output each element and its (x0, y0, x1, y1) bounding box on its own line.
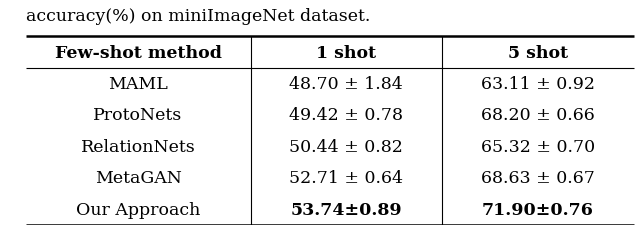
Text: 68.20 ± 0.66: 68.20 ± 0.66 (481, 107, 595, 124)
Text: MAML: MAML (108, 76, 168, 92)
Text: 5 shot: 5 shot (508, 44, 568, 61)
Text: RelationNets: RelationNets (81, 138, 195, 155)
Text: 71.90±0.76: 71.90±0.76 (482, 201, 594, 218)
Text: Our Approach: Our Approach (76, 201, 200, 218)
Text: 50.44 ± 0.82: 50.44 ± 0.82 (289, 138, 403, 155)
Text: 53.74±0.89: 53.74±0.89 (291, 201, 402, 218)
Text: 48.70 ± 1.84: 48.70 ± 1.84 (289, 76, 403, 92)
Text: Few-shot method: Few-shot method (54, 44, 221, 61)
Text: 49.42 ± 0.78: 49.42 ± 0.78 (289, 107, 403, 124)
Text: 65.32 ± 0.70: 65.32 ± 0.70 (481, 138, 595, 155)
Text: accuracy(%) on miniImageNet dataset.: accuracy(%) on miniImageNet dataset. (26, 8, 370, 25)
Text: 68.63 ± 0.67: 68.63 ± 0.67 (481, 170, 595, 187)
Text: MetaGAN: MetaGAN (95, 170, 182, 187)
Text: ProtoNets: ProtoNets (93, 107, 182, 124)
Text: 1 shot: 1 shot (316, 44, 376, 61)
Text: 63.11 ± 0.92: 63.11 ± 0.92 (481, 76, 595, 92)
Text: 52.71 ± 0.64: 52.71 ± 0.64 (289, 170, 403, 187)
